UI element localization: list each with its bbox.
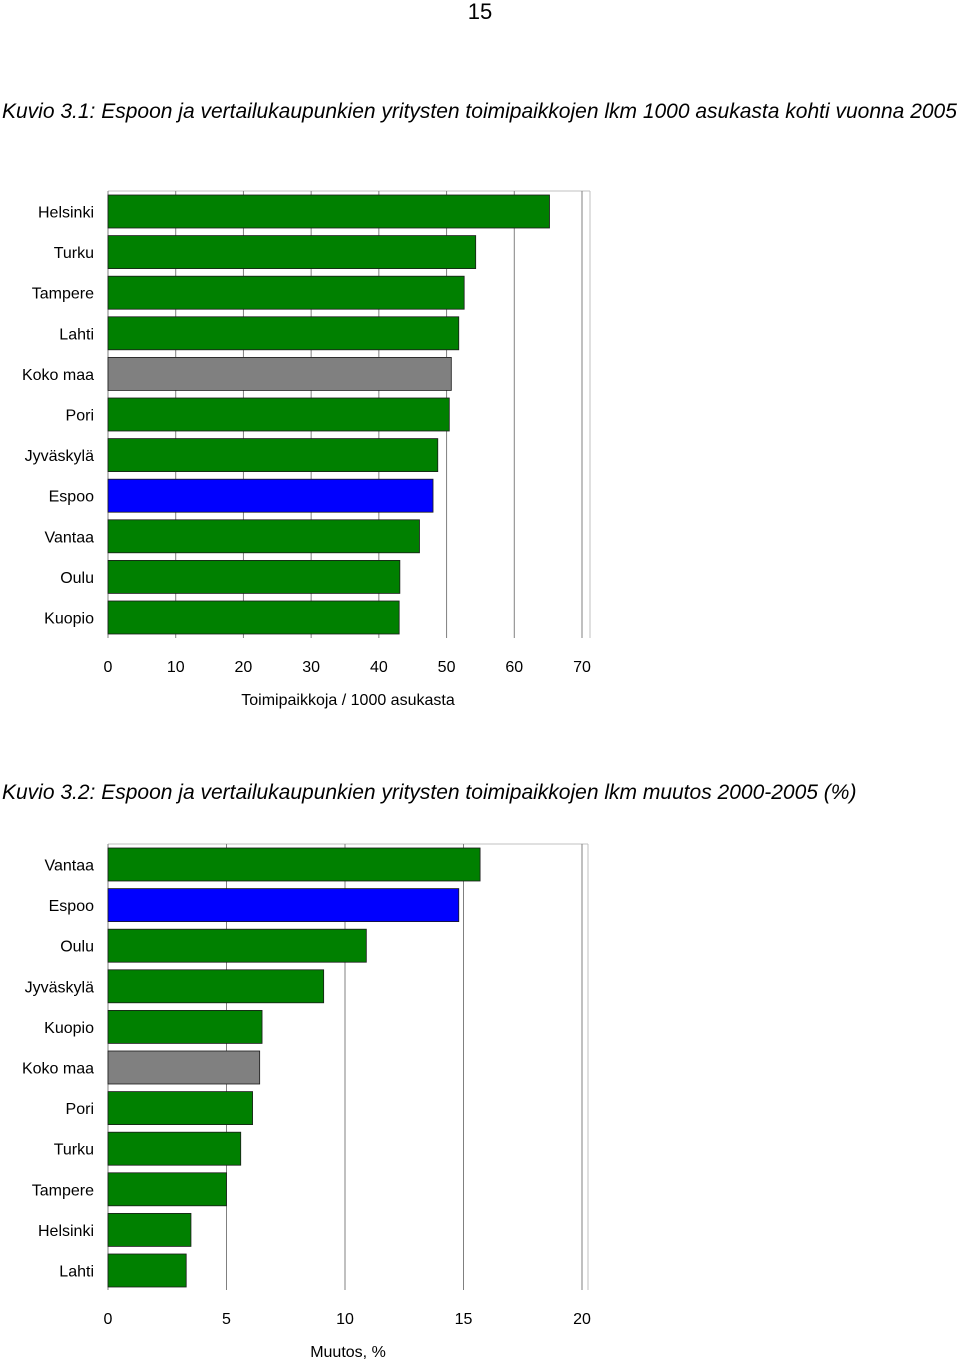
category-label: Espoo: [49, 898, 94, 915]
bar-turku: [107, 1131, 242, 1166]
category-label: Oulu: [60, 570, 94, 587]
bar-oulu: [107, 559, 401, 594]
category-label: Helsinki: [38, 1223, 94, 1240]
bar-tampere: [107, 275, 465, 310]
category-label: Tampere: [32, 1182, 94, 1199]
category-label: Kuopio: [44, 611, 94, 628]
bar-chart-establishments-per-1000: 0 10 20 30 40 50 60 70 Helsinki Turku Tampere Lahti…: [22, 190, 591, 709]
bar-kuopio: [107, 1009, 263, 1044]
category-label: Koko maa: [22, 367, 94, 384]
bar-kuopio: [107, 600, 400, 635]
figure-caption-3-2: Kuvio 3.2: Espoon ja vertailukaupunkien …: [2, 781, 857, 804]
category-label: Tampere: [32, 286, 94, 303]
category-label: Vantaa: [44, 529, 94, 546]
bar-lahti: [107, 316, 460, 351]
x-tick-label: 0: [104, 659, 113, 676]
bar-koko-maa: [107, 356, 452, 391]
x-axis-title: Muutos, %: [310, 1344, 386, 1361]
bar-espoo: [107, 478, 434, 513]
category-label: Pori: [66, 1101, 94, 1118]
category-label: Turku: [54, 245, 94, 262]
bar-koko-maa: [107, 1050, 261, 1085]
bar-pori: [107, 397, 450, 432]
x-tick-label: 10: [167, 659, 185, 676]
category-label: Kuopio: [44, 1020, 94, 1037]
category-label: Oulu: [60, 939, 94, 956]
x-tick-label: 30: [302, 659, 320, 676]
bar-turku: [107, 235, 477, 269]
bar-pori: [107, 1091, 253, 1126]
category-label: Jyväskylä: [25, 448, 94, 465]
bar-helsinki: [107, 1212, 192, 1247]
bar-oulu: [107, 928, 367, 963]
bar-jyvaskyla: [107, 438, 439, 473]
page-number: 15: [467, 0, 493, 24]
x-tick-label: 60: [505, 659, 523, 676]
category-label: Jyväskylä: [25, 979, 94, 996]
category-label: Espoo: [49, 489, 94, 506]
x-tick-label: 70: [573, 659, 591, 676]
category-label: Turku: [54, 1142, 94, 1159]
x-tick-label: 20: [235, 659, 253, 676]
bar-helsinki: [107, 194, 550, 229]
x-tick-label: 5: [222, 1311, 231, 1328]
category-label: Pori: [66, 408, 94, 425]
category-label: Helsinki: [38, 205, 94, 222]
category-label: Vantaa: [44, 858, 94, 875]
category-label: Lahti: [59, 326, 94, 343]
x-tick-label: 0: [104, 1311, 113, 1328]
category-label: Koko maa: [22, 1061, 94, 1078]
bar-chart-change-2000-2005: 0 5 10 15 20 Vantaa Espoo Oulu Jyväskylä Kuopio Ko…: [22, 843, 591, 1361]
x-tick-label: 15: [455, 1311, 473, 1328]
bar-vantaa: [107, 519, 420, 554]
bar-jyvaskyla: [107, 969, 325, 1004]
bar-espoo: [107, 888, 460, 922]
x-tick-label: 20: [573, 1311, 591, 1328]
bar-lahti: [107, 1253, 187, 1288]
x-tick-label: 10: [336, 1311, 354, 1328]
figure-caption-3-1: Kuvio 3.1: Espoon ja vertailukaupunkien …: [2, 100, 957, 123]
x-axis-title: Toimipaikkoja / 1000 asukasta: [241, 692, 455, 709]
category-label: Lahti: [59, 1264, 94, 1281]
x-tick-label: 40: [370, 659, 388, 676]
bar-tampere: [107, 1172, 227, 1207]
bar-vantaa: [107, 847, 481, 882]
x-tick-label: 50: [438, 659, 456, 676]
